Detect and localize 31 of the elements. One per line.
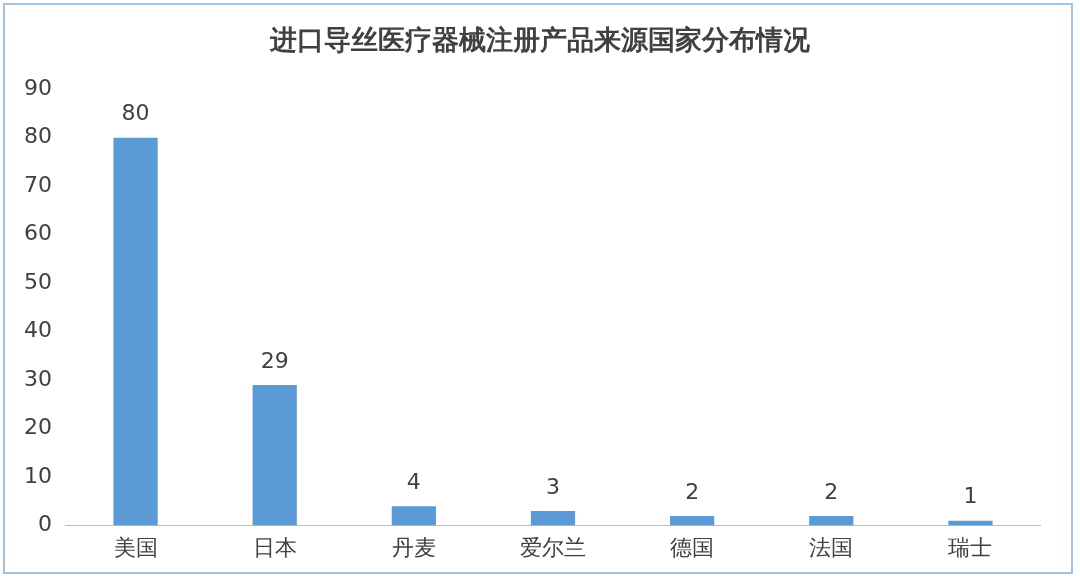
data-label: 3 [546, 473, 560, 499]
data-label: 2 [824, 478, 839, 504]
data-label: 80 [121, 100, 150, 126]
bar [391, 506, 436, 526]
y-tick-label: 80 [23, 123, 52, 149]
data-label: 29 [260, 347, 289, 373]
x-tick-label: 德国 [670, 534, 715, 560]
y-tick-label: 90 [23, 74, 52, 100]
y-tick-label: 20 [23, 414, 52, 440]
bar [809, 515, 854, 526]
y-tick-label: 50 [23, 268, 52, 294]
data-label: 1 [963, 483, 978, 509]
x-tick-label: 日本 [252, 534, 297, 560]
chart-title: 进口导丝医疗器械注册产品来源国家分布情况 [268, 23, 811, 57]
x-tick-label: 爱尔兰 [520, 534, 586, 560]
bar [252, 384, 297, 526]
x-tick-label: 瑞士 [948, 534, 993, 560]
y-tick-label: 0 [37, 511, 52, 537]
bar [670, 515, 715, 526]
x-tick-label: 法国 [809, 534, 854, 560]
data-label: 4 [406, 468, 421, 494]
y-tick-label: 70 [23, 171, 52, 197]
bar [113, 137, 158, 526]
y-tick-label: 60 [23, 220, 52, 246]
y-tick-label: 40 [23, 317, 52, 343]
data-label: 2 [685, 478, 700, 504]
y-tick-label: 10 [23, 462, 52, 488]
x-tick-label: 美国 [113, 534, 158, 560]
bar [530, 511, 576, 526]
y-tick-label: 30 [23, 365, 52, 391]
x-tick-label: 丹麦 [391, 534, 436, 560]
